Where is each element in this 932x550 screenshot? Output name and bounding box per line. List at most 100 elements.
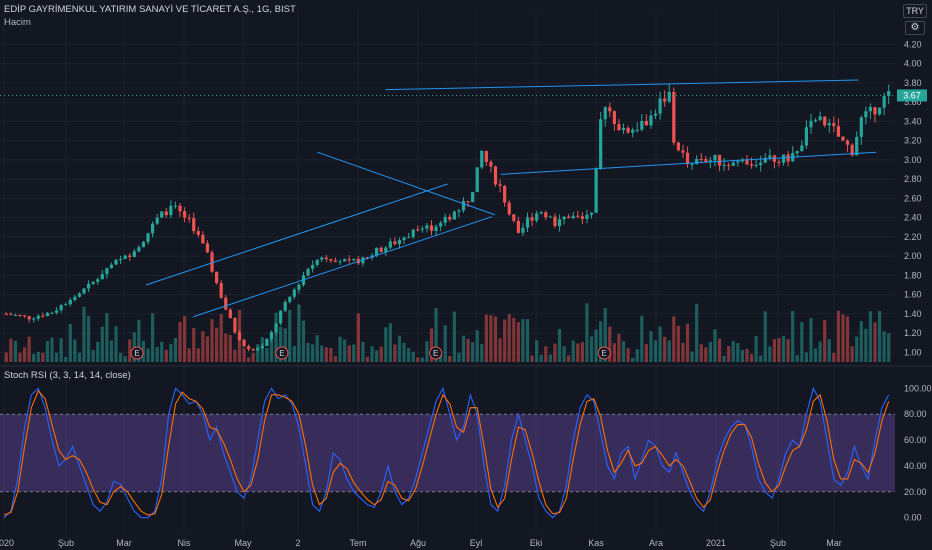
volume-bar bbox=[68, 323, 72, 362]
candle-body bbox=[132, 251, 136, 258]
volume-bar bbox=[311, 344, 315, 362]
candle-body bbox=[781, 154, 786, 163]
volume-bar bbox=[54, 352, 59, 362]
earnings-marker[interactable] bbox=[130, 346, 144, 360]
volume-bar bbox=[759, 355, 763, 362]
candle-body bbox=[41, 315, 45, 317]
volume-bar bbox=[612, 343, 616, 362]
rsi-tick-label: 40.00 bbox=[904, 461, 927, 471]
candle-body bbox=[274, 323, 278, 333]
volume-bar bbox=[544, 346, 548, 362]
candle-body bbox=[658, 98, 662, 114]
volume-bar bbox=[242, 348, 246, 362]
gear-icon[interactable]: ⚙ bbox=[905, 21, 925, 35]
volume-bar bbox=[548, 354, 552, 362]
candle-body bbox=[402, 237, 406, 241]
volume-bar bbox=[301, 320, 306, 362]
candle-body bbox=[256, 348, 260, 351]
candle-body bbox=[164, 211, 168, 216]
trendline[interactable] bbox=[385, 79, 859, 91]
candle-body bbox=[77, 293, 82, 297]
earnings-marker[interactable] bbox=[429, 346, 443, 360]
earnings-marker[interactable] bbox=[597, 346, 611, 360]
volume-bar bbox=[343, 339, 347, 362]
volume-bar bbox=[333, 356, 338, 362]
candle-body bbox=[800, 145, 804, 152]
volume-bar bbox=[672, 316, 676, 362]
trendline[interactable] bbox=[193, 216, 493, 318]
volume-bar bbox=[827, 339, 831, 362]
volume-bar bbox=[855, 336, 859, 362]
volume-bar bbox=[155, 347, 159, 362]
trendlines[interactable] bbox=[145, 79, 877, 318]
candle-body bbox=[608, 107, 612, 112]
candle-body bbox=[480, 150, 484, 168]
candle-body bbox=[324, 257, 328, 259]
time-tick-label: Şub bbox=[58, 538, 74, 548]
volume-bar bbox=[13, 340, 18, 362]
trendline[interactable] bbox=[145, 183, 448, 286]
candle-body bbox=[795, 151, 799, 154]
volume-bar bbox=[388, 323, 392, 362]
candle-body bbox=[663, 98, 667, 102]
price-tick-label: 2.40 bbox=[904, 213, 922, 223]
volume-bar bbox=[96, 341, 100, 362]
rsi-axis[interactable]: 0.00 20.00 40.00 60.00 80.00 100.00 bbox=[904, 383, 932, 522]
candle-body bbox=[22, 315, 27, 317]
volume-bar bbox=[877, 310, 882, 362]
volume-bar bbox=[425, 341, 429, 362]
time-tick-label: Nis bbox=[178, 538, 191, 548]
volume-bar bbox=[754, 336, 758, 362]
earnings-marker[interactable] bbox=[275, 346, 289, 360]
volume-bar bbox=[832, 352, 836, 362]
candle-body bbox=[183, 211, 187, 218]
candle-body bbox=[525, 217, 530, 228]
volume-bar bbox=[365, 356, 370, 362]
trendline[interactable] bbox=[500, 151, 877, 175]
volume-bar bbox=[708, 341, 712, 362]
candle-body bbox=[635, 129, 639, 131]
volume-bar bbox=[841, 314, 845, 362]
volume-bar bbox=[695, 303, 699, 362]
candle-body bbox=[439, 222, 443, 227]
volume-bar bbox=[50, 337, 54, 362]
volume-bar bbox=[210, 319, 214, 362]
candle-body bbox=[425, 225, 429, 229]
candle-body bbox=[759, 162, 763, 166]
volume-bar bbox=[448, 356, 452, 362]
candle-body bbox=[877, 107, 882, 115]
candle-body bbox=[777, 161, 781, 163]
volume-bar bbox=[557, 329, 562, 362]
candle-body bbox=[397, 240, 402, 245]
volume-bar bbox=[489, 315, 493, 362]
volume-bar bbox=[215, 327, 219, 362]
volume-bar bbox=[530, 355, 534, 362]
volume-bar bbox=[882, 331, 886, 362]
volume-label: Hacim bbox=[4, 17, 31, 28]
volume-bar bbox=[269, 337, 274, 362]
candle-body bbox=[187, 217, 191, 219]
price-axis[interactable]: 1.00 1.20 1.40 1.60 1.80 2.00 2.20 2.40 2.60 2.80… bbox=[0, 39, 927, 357]
candle-body bbox=[215, 271, 219, 283]
candle-body bbox=[599, 119, 603, 170]
candle-body bbox=[626, 127, 630, 133]
volume-bar bbox=[635, 349, 639, 362]
volume-bar bbox=[731, 341, 735, 362]
candle-body bbox=[539, 212, 543, 214]
currency-button[interactable]: TRY bbox=[903, 4, 927, 18]
volume-bar bbox=[777, 338, 781, 362]
volume-bar bbox=[640, 315, 644, 362]
volume-bar bbox=[813, 348, 818, 362]
trendline[interactable] bbox=[317, 151, 495, 216]
candle-body bbox=[379, 247, 383, 252]
volume-bar bbox=[736, 343, 740, 362]
candle-body bbox=[306, 268, 310, 276]
candle-body bbox=[507, 202, 511, 215]
time-axis[interactable]: 2020 Şub Mar Nis May 2 Tem Ağu Eyl Eki Kas Ara 2021 Ş… bbox=[0, 538, 842, 548]
volume-bar bbox=[740, 349, 745, 362]
volume-bar bbox=[704, 347, 708, 362]
volume-bar bbox=[407, 348, 411, 362]
candle-body bbox=[690, 163, 694, 165]
